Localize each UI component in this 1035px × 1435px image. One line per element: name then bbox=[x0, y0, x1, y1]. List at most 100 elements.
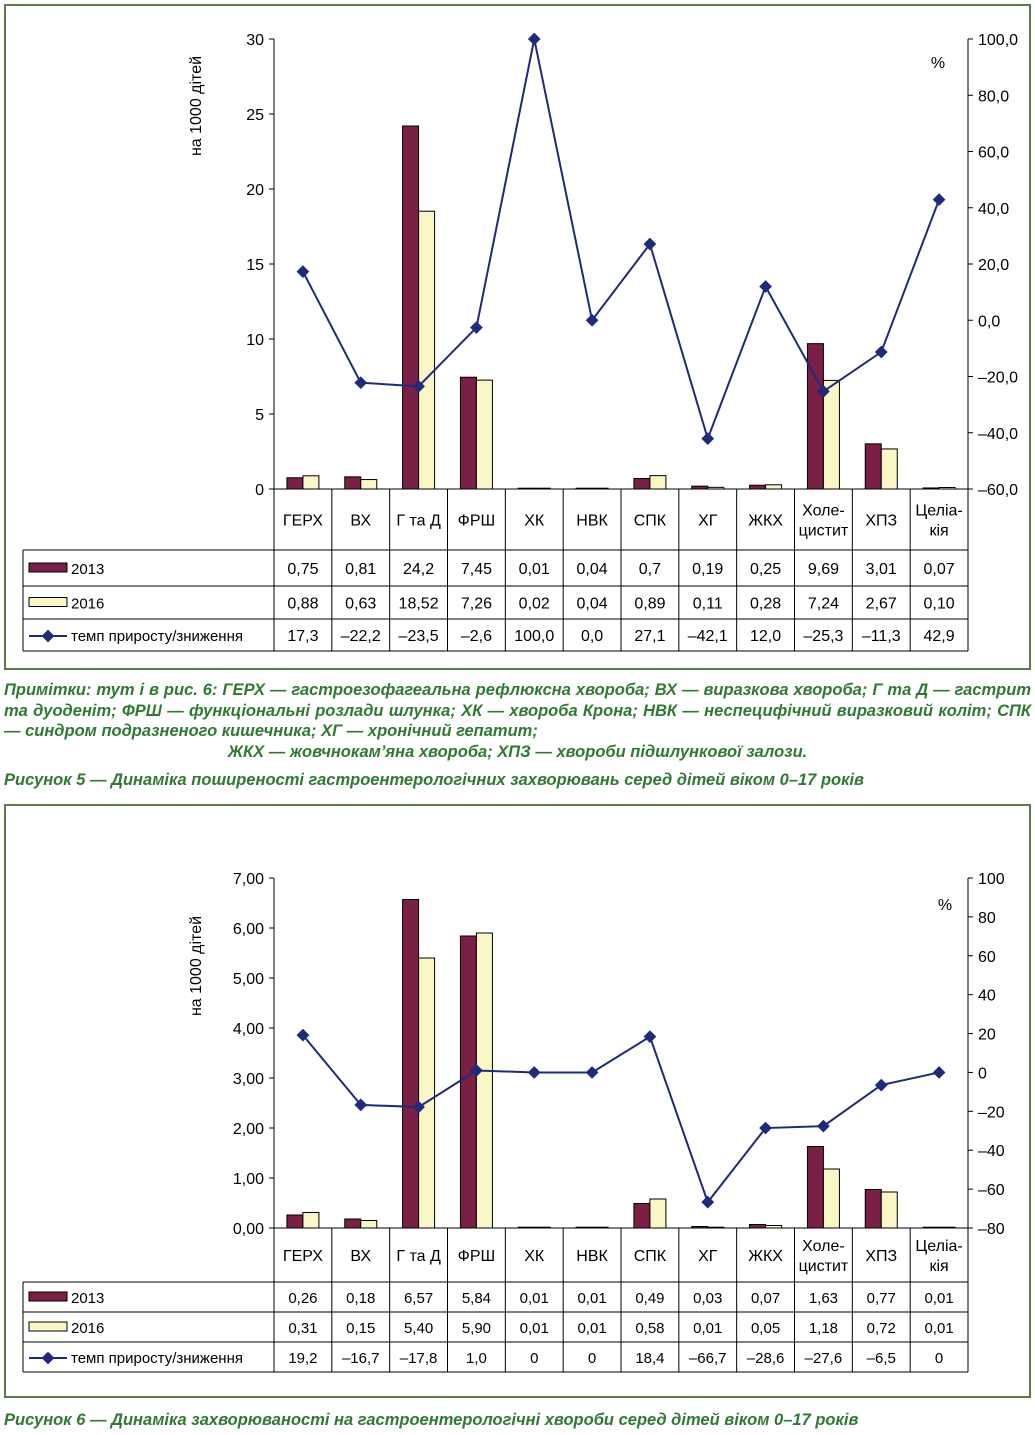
bar-2016 bbox=[938, 487, 956, 490]
data-label: 0,0 bbox=[581, 628, 603, 645]
data-label: 0 bbox=[935, 1350, 943, 1367]
right-axis-tick-label: 100 bbox=[978, 871, 1005, 888]
chart-6-svg: 0,001,002,003,004,005,006,007,00–80–60–4… bbox=[22, 871, 1005, 1373]
data-label: 0,02 bbox=[519, 596, 550, 613]
legend-key-marker bbox=[41, 629, 55, 643]
bar-2013 bbox=[691, 1226, 709, 1229]
left-axis-tick-label: 20 bbox=[246, 182, 264, 199]
figure-6-caption: Рисунок 6 — Динаміка захворюваності на г… bbox=[4, 1411, 859, 1429]
right-axis-tick-label: –20,0 bbox=[978, 370, 1018, 387]
data-label: 18,4 bbox=[635, 1350, 664, 1367]
bar-2016 bbox=[591, 487, 609, 490]
bar-2013 bbox=[749, 1224, 767, 1229]
left-axis-tick-label: 7,00 bbox=[233, 871, 264, 888]
line-series-point bbox=[932, 193, 946, 206]
bar-2013 bbox=[344, 476, 362, 490]
line-series-point bbox=[470, 321, 483, 334]
notes-line-3: неспецифічний виразковий коліт; СПК — си… bbox=[4, 701, 1031, 741]
line-series-point bbox=[701, 432, 715, 446]
bar-2013 bbox=[864, 1189, 882, 1229]
notes-line-2: Г та Д — гастрит та дуоденіт; ФРШ — функ… bbox=[4, 681, 1031, 720]
data-label: –16,7 bbox=[342, 1350, 380, 1367]
data-label: 12,0 bbox=[750, 628, 781, 645]
data-label: 18,52 bbox=[399, 596, 439, 613]
right-axis-tick-label: 20 bbox=[978, 1027, 996, 1044]
bar-2016 bbox=[822, 1168, 840, 1229]
right-axis-tick-label: 40 bbox=[978, 988, 996, 1005]
data-label: 0,04 bbox=[577, 561, 608, 578]
bar-2013 bbox=[517, 487, 535, 490]
data-label: 5,84 bbox=[462, 1290, 491, 1307]
bar-2016 bbox=[475, 379, 493, 490]
bar-2016 bbox=[418, 957, 436, 1229]
line-series-point bbox=[585, 1066, 599, 1079]
data-label: –2,6 bbox=[461, 628, 492, 645]
line-series-point bbox=[527, 32, 541, 46]
data-label: 0,75 bbox=[287, 561, 318, 578]
legend-key-2016 bbox=[28, 597, 68, 607]
data-label: 0,07 bbox=[924, 561, 955, 578]
bar-2013 bbox=[575, 487, 593, 490]
data-label: 0,01 bbox=[577, 1290, 606, 1307]
bar-2016 bbox=[649, 475, 667, 490]
right-axis-tick-label: –60 bbox=[978, 1182, 1005, 1199]
legend-label: 2013 bbox=[71, 561, 104, 578]
data-label: 24,2 bbox=[403, 561, 434, 578]
data-label: 0,28 bbox=[750, 596, 781, 613]
notes-line-4: ЖКХ — жовчнокам’яна хвороба; ХПЗ — хворо… bbox=[227, 742, 808, 761]
category-label: ФРШ bbox=[458, 1248, 496, 1265]
data-label: 7,45 bbox=[461, 561, 492, 578]
category-label: ХПЗ bbox=[865, 513, 897, 530]
right-axis-tick-label: 0,0 bbox=[978, 313, 1000, 330]
data-label: 0,88 bbox=[287, 596, 318, 613]
data-label: 1,0 bbox=[466, 1350, 487, 1367]
bar-2013 bbox=[402, 125, 420, 490]
category-label: цистит bbox=[799, 523, 849, 540]
data-label: 0,72 bbox=[867, 1320, 896, 1337]
data-label: 0,01 bbox=[924, 1320, 953, 1337]
bar-2013 bbox=[633, 478, 651, 490]
data-label: 0,31 bbox=[288, 1320, 317, 1337]
legend-label: темп приросту/зниження bbox=[71, 1350, 243, 1367]
line-series-point bbox=[932, 1066, 946, 1079]
line-series-point bbox=[643, 1030, 657, 1044]
line-series-point bbox=[759, 280, 772, 293]
legend-key-2013 bbox=[28, 562, 68, 573]
category-label: цистит bbox=[799, 1258, 849, 1275]
category-label: СПК bbox=[634, 1248, 667, 1265]
bar-2013 bbox=[922, 1226, 940, 1229]
data-label: 1,18 bbox=[809, 1320, 838, 1337]
category-label: ХГ bbox=[698, 1248, 718, 1265]
notes-line-1: Примітки: тут і в рис. 6: ГЕРХ — гастрое… bbox=[4, 681, 868, 699]
data-label: 0,10 bbox=[924, 596, 955, 613]
data-label: 0,89 bbox=[634, 596, 665, 613]
category-label: СПК bbox=[634, 513, 667, 530]
left-axis-tick-label: 0 bbox=[255, 482, 264, 499]
data-label: –25,3 bbox=[803, 628, 843, 645]
figure-6-chart: 0,00 1,00 2,00 3,00 4,00 5,00 6,00 7,00 –80 –60 –4… bbox=[4, 804, 1031, 1398]
left-axis-tick-label: 30 bbox=[246, 32, 264, 49]
data-label: –23,5 bbox=[399, 628, 439, 645]
data-label: –17,8 bbox=[400, 1350, 438, 1367]
bar-2016 bbox=[880, 1191, 898, 1229]
data-label: 7,24 bbox=[808, 596, 839, 613]
right-axis-tick-label: 80,0 bbox=[978, 88, 1009, 105]
bar-2016 bbox=[360, 479, 378, 490]
category-label: кія bbox=[929, 523, 948, 540]
data-label: 0,11 bbox=[693, 596, 723, 613]
data-label: –42,1 bbox=[688, 628, 728, 645]
data-label: –66,7 bbox=[689, 1350, 727, 1367]
data-label: 0,58 bbox=[635, 1320, 664, 1337]
left-axis-tick-label: 15 bbox=[246, 257, 264, 274]
category-label: ЖКХ bbox=[748, 513, 783, 530]
line-series-point bbox=[412, 379, 425, 393]
figure-notes: Примітки: тут і в рис. 6: ГЕРХ — гастрое… bbox=[4, 680, 1031, 762]
left-axis-tick-label: 6,00 bbox=[233, 921, 264, 938]
data-label: 2,67 bbox=[866, 596, 897, 613]
bar-2013 bbox=[633, 1203, 651, 1229]
bar-2016 bbox=[880, 448, 898, 490]
left-axis-tick-label: 10 bbox=[246, 332, 264, 349]
category-label: Г та Д bbox=[396, 513, 441, 530]
category-label: ГЕРХ bbox=[283, 1248, 323, 1265]
legend-label: 2016 bbox=[71, 596, 104, 613]
